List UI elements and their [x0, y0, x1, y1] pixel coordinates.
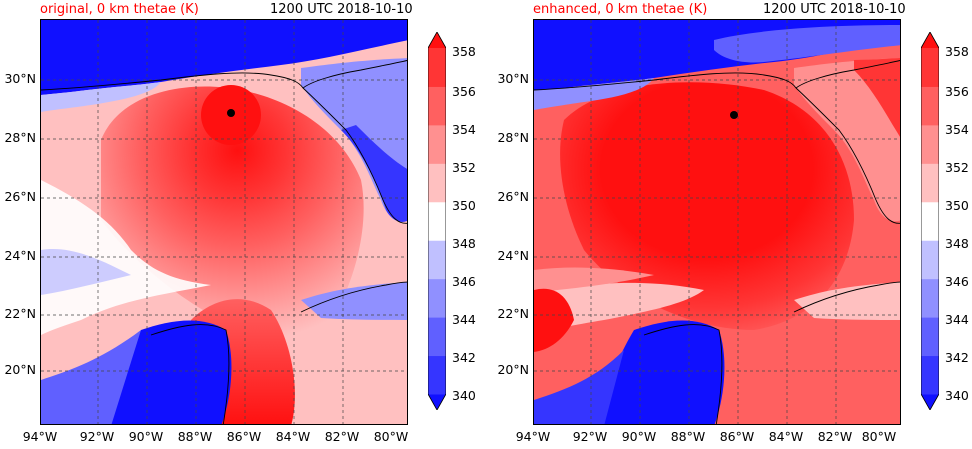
- lat-label: 24°N: [497, 248, 529, 263]
- lon-label: 90°W: [621, 429, 657, 444]
- left-panel: original, 0 km thetae (K) 1200 UTC 2018-…: [4, 2, 476, 444]
- colorbar-extend-low: [428, 394, 446, 410]
- colorbar-segment: [428, 240, 446, 280]
- colorbar-tick: 340: [945, 388, 969, 403]
- colorbar: [921, 32, 939, 410]
- lon-label: 90°W: [128, 429, 164, 444]
- lat-label: 28°N: [497, 130, 529, 145]
- colorbar: [428, 32, 446, 410]
- colorbar-segment: [428, 48, 446, 87]
- lat-label: 20°N: [497, 362, 529, 377]
- lat-label: 30°N: [4, 71, 36, 86]
- thetae-map: [41, 20, 407, 424]
- colorbar-tick: 352: [945, 160, 969, 175]
- lon-label: 94°W: [22, 429, 58, 444]
- colorbar-segment: [921, 48, 939, 87]
- storm-center-marker: [730, 111, 738, 119]
- colorbar-tick: 358: [452, 44, 476, 59]
- lon-label: 82°W: [324, 429, 360, 444]
- colorbar-extend-high: [428, 32, 446, 48]
- lon-label: 88°W: [177, 429, 213, 444]
- colorbar-tick: 344: [945, 312, 969, 327]
- colorbar-segment: [428, 163, 446, 203]
- lon-label: 86°W: [226, 429, 262, 444]
- colorbar-tick: 356: [452, 84, 476, 99]
- lon-label: 92°W: [572, 429, 608, 444]
- lon-label: 84°W: [768, 429, 804, 444]
- lon-label: 86°W: [719, 429, 755, 444]
- panel-title: original, 0 km thetae (K): [40, 2, 199, 17]
- colorbar-tick: 354: [452, 122, 476, 137]
- colorbar-extend-high: [921, 32, 939, 48]
- map-area: [533, 19, 901, 425]
- thetae-map: [534, 20, 900, 424]
- colorbar-segment: [428, 124, 446, 164]
- colorbar-tick: 356: [945, 84, 969, 99]
- lon-label: 80°W: [373, 429, 409, 444]
- colorbar-segment: [921, 124, 939, 164]
- colorbar-segment: [428, 317, 446, 357]
- lat-label: 30°N: [497, 71, 529, 86]
- lat-label: 22°N: [4, 306, 36, 321]
- colorbar-tick: 354: [945, 122, 969, 137]
- storm-center-marker: [227, 109, 235, 117]
- lat-label: 24°N: [4, 248, 36, 263]
- colorbar-segment: [921, 240, 939, 280]
- colorbar-segment: [428, 86, 446, 126]
- colorbar-tick: 348: [452, 236, 476, 251]
- lat-label: 26°N: [4, 189, 36, 204]
- lon-label: 84°W: [275, 429, 311, 444]
- colorbar-segment: [428, 201, 446, 241]
- colorbar-tick: 352: [452, 160, 476, 175]
- right-panel: enhanced, 0 km thetae (K) 1200 UTC 2018-…: [493, 0, 972, 449]
- colorbar-segment: [921, 278, 939, 318]
- colorbar-segment: [921, 86, 939, 126]
- colorbar-tick: 344: [452, 312, 476, 327]
- coastline: [41, 60, 407, 424]
- lon-label: 82°W: [817, 429, 853, 444]
- lat-label: 22°N: [497, 306, 529, 321]
- colorbar-segment: [428, 278, 446, 318]
- colorbar-segment: [921, 201, 939, 241]
- colorbar-tick: 340: [452, 388, 476, 403]
- panel-title: enhanced, 0 km thetae (K): [533, 2, 708, 17]
- map-area: [40, 19, 408, 425]
- colorbar-tick: 350: [945, 198, 969, 213]
- panel-timestamp: 1200 UTC 2018-10-10: [270, 2, 413, 17]
- colorbar-tick: 342: [945, 350, 969, 365]
- colorbar-tick: 342: [452, 350, 476, 365]
- colorbar-tick: 358: [945, 44, 969, 59]
- colorbar-tick: 346: [945, 274, 969, 289]
- coastline: [534, 60, 900, 424]
- lat-label: 20°N: [4, 362, 36, 377]
- colorbar-tick: 348: [945, 236, 969, 251]
- lon-label: 80°W: [861, 429, 897, 444]
- lon-label: 92°W: [79, 429, 115, 444]
- colorbar-extend-low: [921, 394, 939, 410]
- colorbar-segment: [921, 163, 939, 203]
- colorbar-segment: [921, 355, 939, 395]
- colorbar-segment: [428, 355, 446, 395]
- lon-label: 88°W: [670, 429, 706, 444]
- colorbar-segment: [921, 317, 939, 357]
- lat-label: 28°N: [4, 130, 36, 145]
- colorbar-tick: 350: [452, 198, 476, 213]
- lat-label: 26°N: [497, 189, 529, 204]
- panel-timestamp: 1200 UTC 2018-10-10: [763, 2, 906, 17]
- colorbar-tick: 346: [452, 274, 476, 289]
- lon-label: 94°W: [515, 429, 551, 444]
